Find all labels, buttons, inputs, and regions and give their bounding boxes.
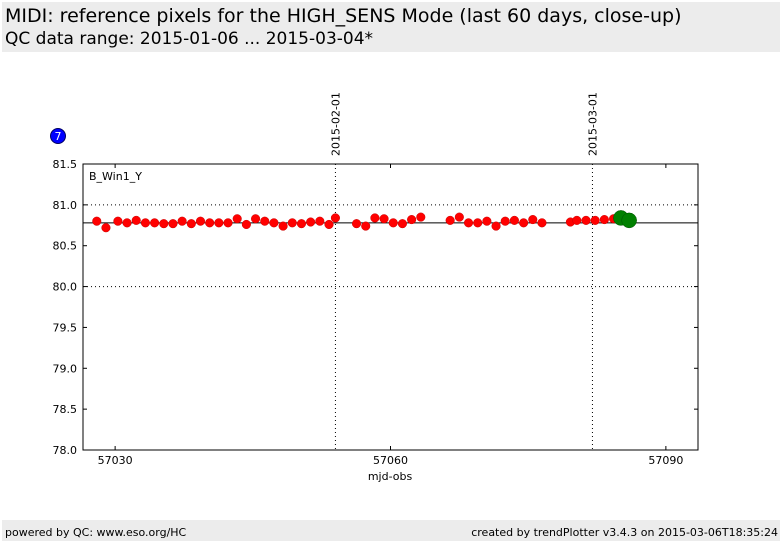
data-point [491, 221, 501, 231]
page-title: MIDI: reference pixels for the HIGH_SENS… [5, 5, 682, 27]
data-point [528, 215, 538, 225]
data-point [159, 219, 169, 229]
latest-point [621, 212, 637, 229]
panel-label: B_Win1_Y [89, 170, 142, 183]
data-point [223, 218, 233, 228]
footer-created: created by trendPlotter v3.4.3 on 2015-0… [471, 526, 778, 539]
x-tick-label: 57030 [98, 454, 133, 467]
data-point [590, 215, 600, 225]
data-point [232, 214, 242, 224]
data-point [150, 218, 160, 228]
data-point [324, 219, 334, 230]
date-marker-label: 2015-02-01 [329, 92, 342, 156]
data-point [537, 218, 547, 228]
data-point [269, 218, 279, 228]
data-point [351, 219, 362, 229]
data-point [509, 215, 519, 225]
data-point [519, 218, 529, 228]
y-tick-label: 79.5 [53, 321, 78, 334]
data-point [397, 219, 407, 229]
data-point [131, 215, 141, 225]
trend-plot: 7 2015-02-01 2015-03-01 78.0 78.5 79.0 79.5 8… [50, 92, 699, 483]
y-tick-label: 80.0 [53, 281, 78, 294]
data-point [101, 223, 111, 233]
data-point [599, 215, 609, 225]
x-axis-label: mjd-obs [368, 470, 413, 483]
data-point [445, 215, 455, 225]
status-badge[interactable] [50, 128, 66, 144]
data-point [473, 218, 483, 228]
header: MIDI: reference pixels for the HIGH_SENS… [2, 2, 780, 52]
data-point [287, 218, 297, 228]
y-tick-label: 81.0 [53, 199, 78, 212]
data-point [168, 219, 178, 229]
data-point [379, 214, 389, 224]
status-badge-label: 7 [55, 130, 62, 143]
data-point [572, 215, 582, 225]
data-point [370, 213, 380, 223]
y-tick-label: 78.0 [53, 444, 78, 457]
data-point [315, 216, 325, 226]
x-tick-label: 57090 [648, 454, 683, 467]
data-point [214, 218, 224, 228]
data-point [186, 219, 196, 229]
data-point [581, 215, 591, 225]
data-point [407, 215, 417, 225]
x-tick-label: 57060 [373, 454, 408, 467]
data-point [361, 221, 371, 231]
data-point [205, 218, 215, 228]
data-point [251, 214, 261, 224]
data-point [463, 218, 474, 228]
footer: powered by QC: www.eso.org/HC created by… [2, 520, 780, 541]
data-point [113, 216, 123, 226]
data-point [241, 219, 251, 230]
plot-frame [82, 163, 699, 451]
data-point [92, 216, 102, 226]
data-point [388, 218, 398, 228]
data-point [482, 216, 492, 226]
y-tick-label: 78.5 [53, 403, 78, 416]
data-point [454, 212, 464, 222]
data-point [278, 221, 288, 231]
data-point [140, 218, 150, 228]
data-point [122, 218, 132, 228]
y-tick-label: 79.0 [53, 362, 78, 375]
data-point [195, 216, 206, 226]
data-point [330, 213, 340, 223]
data-point [306, 217, 316, 227]
data-point [296, 219, 307, 229]
data-point [416, 212, 426, 222]
y-tick-label: 81.5 [53, 158, 78, 171]
y-tick-label: 80.5 [53, 240, 78, 253]
data-point [177, 216, 187, 226]
data-point [260, 216, 270, 226]
footer-credit: powered by QC: www.eso.org/HC [5, 526, 187, 539]
data-point [500, 216, 510, 226]
date-marker-label: 2015-03-01 [586, 92, 599, 156]
page-subtitle: QC data range: 2015-01-06 ... 2015-03-04… [5, 29, 374, 49]
